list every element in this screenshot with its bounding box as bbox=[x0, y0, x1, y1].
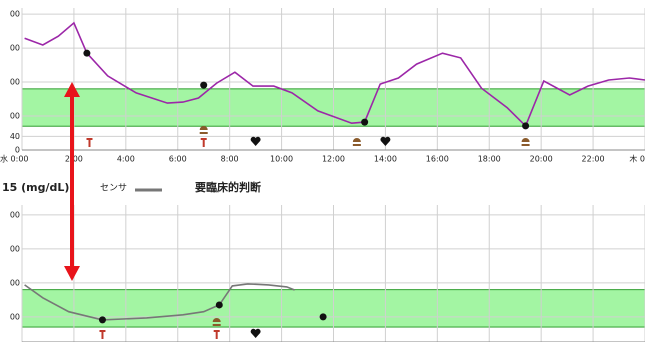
meter-point bbox=[215, 301, 223, 309]
arrow-head bbox=[64, 82, 80, 97]
x-tick-label: 木 0 bbox=[629, 154, 645, 164]
meter-point bbox=[522, 122, 530, 130]
y-tick-label: 00 bbox=[10, 244, 20, 253]
panel-title: 15 (mg/dL) bbox=[2, 181, 69, 194]
y-tick-label: 00 bbox=[10, 278, 20, 287]
insulin-icon bbox=[200, 138, 207, 147]
x-tick-label: 14:00 bbox=[374, 155, 397, 164]
glucose-line bbox=[24, 283, 295, 321]
meter-point bbox=[98, 316, 106, 324]
legend-label: センサ bbox=[100, 183, 127, 194]
y-tick-label: 40 bbox=[10, 132, 20, 141]
x-tick-label: 16:00 bbox=[426, 155, 449, 164]
x-tick-label: 10:00 bbox=[270, 155, 293, 164]
x-tick-label: 12:00 bbox=[322, 155, 345, 164]
meal-icon bbox=[199, 126, 208, 134]
heart-icon bbox=[380, 136, 391, 146]
x-tick-label: 6:00 bbox=[169, 155, 187, 164]
x-tick-label: 18:00 bbox=[478, 155, 501, 164]
insulin-icon bbox=[86, 138, 93, 147]
y-tick-label: 0 bbox=[15, 146, 20, 155]
x-tick-label: 22:00 bbox=[582, 155, 605, 164]
y-tick-label: 00 bbox=[10, 44, 20, 53]
meter-point bbox=[200, 81, 208, 89]
y-tick-label: 00 bbox=[10, 10, 20, 19]
y-tick-label: 00 bbox=[10, 78, 20, 87]
insulin-icon bbox=[213, 330, 220, 339]
meter-point bbox=[319, 313, 327, 321]
x-tick-label: 8:00 bbox=[221, 155, 239, 164]
heart-icon bbox=[250, 328, 261, 338]
heart-icon bbox=[250, 136, 261, 146]
annotation: 要臨床的判断 bbox=[195, 180, 261, 194]
meal-icon bbox=[521, 138, 530, 146]
x-tick-label: 4:00 bbox=[117, 155, 135, 164]
red-arrow bbox=[64, 82, 80, 281]
meal-icon bbox=[352, 138, 361, 146]
x-tick-label: 20:00 bbox=[530, 155, 553, 164]
arrow-head bbox=[64, 266, 80, 281]
meter-point bbox=[83, 49, 91, 57]
meter-point bbox=[361, 118, 369, 126]
y-tick-label: 00 bbox=[10, 312, 20, 321]
y-tick-label: 00 bbox=[10, 112, 20, 121]
x-tick-label: 水 0:00 bbox=[0, 154, 29, 164]
insulin-icon bbox=[99, 330, 106, 339]
meal-icon bbox=[212, 318, 221, 326]
glucose-line bbox=[24, 21, 645, 128]
y-tick-label: 00 bbox=[10, 210, 20, 219]
